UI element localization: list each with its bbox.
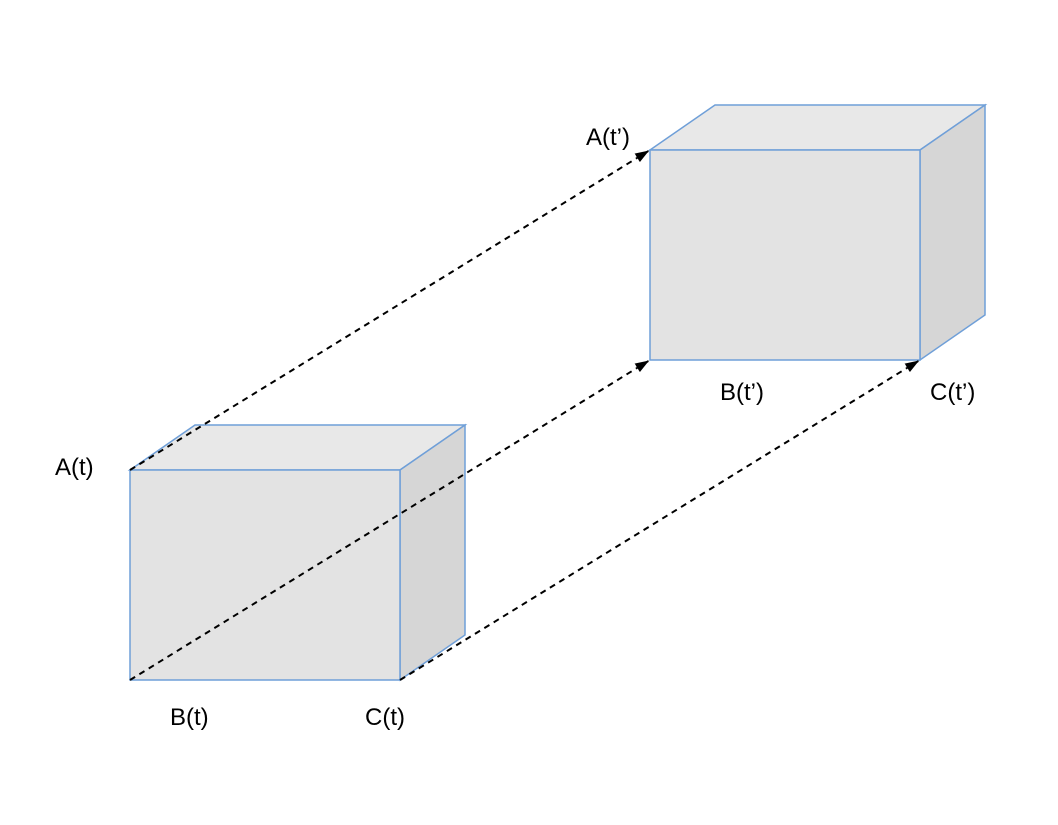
label-A_t: A(t) [55,454,94,481]
cubes-layer [130,105,985,680]
label-B_t: B(t) [170,704,209,731]
diagram-canvas: A(t) B(t) C(t) A(t’) B(t’) C(t’) [0,0,1058,825]
arrow-2 [400,361,918,680]
label-C_t: C(t) [365,704,405,731]
label-B_tp: B(t’) [720,379,764,406]
cube-2-side-face [920,105,985,360]
cube-1-front-face [130,470,400,680]
label-C_tp: C(t’) [930,379,975,406]
cube-1 [130,425,465,680]
cube-2-front-face [650,150,920,360]
cube-2 [650,105,985,360]
label-A_tp: A(t’) [586,124,630,151]
cube-1-side-face [400,425,465,680]
arrow-0 [130,151,648,470]
